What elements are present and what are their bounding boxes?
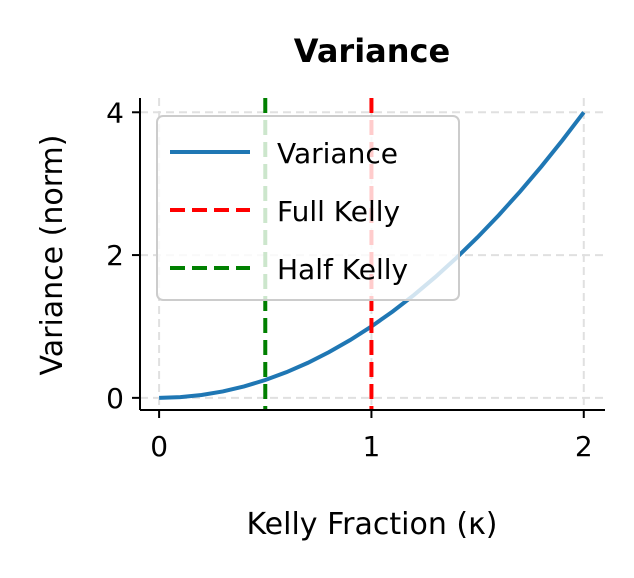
legend-label: Full Kelly <box>277 195 400 228</box>
y-tick-label: 2 <box>106 239 124 272</box>
x-tick-label: 1 <box>363 430 381 463</box>
x-tick-label: 2 <box>575 430 593 463</box>
y-tick-label: 4 <box>106 96 124 129</box>
y-axis-label: Variance (norm) <box>35 135 70 376</box>
axes: 0 1 2 0 2 4 <box>106 96 605 463</box>
chart-title: Variance <box>294 32 450 70</box>
x-tick-label: 0 <box>150 430 168 463</box>
legend-label: Variance <box>277 137 398 170</box>
legend-box <box>156 115 460 301</box>
x-axis-label: Kelly Fraction (κ) <box>247 507 498 542</box>
legend-label: Half Kelly <box>277 253 408 286</box>
y-tick-label: 0 <box>106 382 124 415</box>
legend: Variance Full Kelly Half Kelly <box>156 115 460 301</box>
